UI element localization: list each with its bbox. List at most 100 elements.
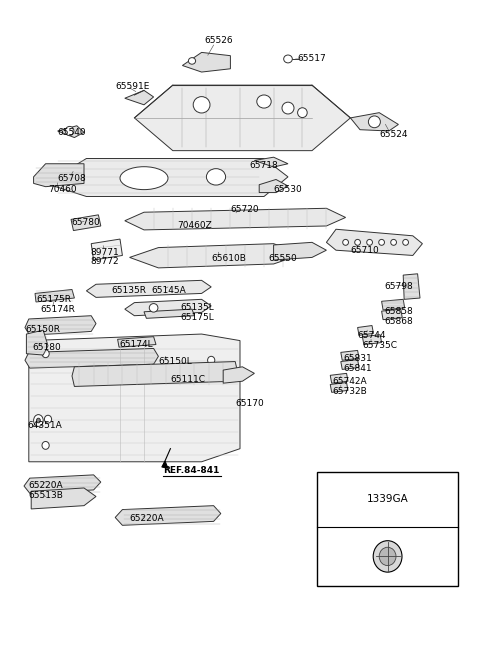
Text: REF.84-841: REF.84-841 (163, 466, 219, 475)
Polygon shape (362, 335, 382, 345)
Polygon shape (25, 348, 158, 368)
Ellipse shape (257, 95, 271, 108)
Polygon shape (330, 373, 348, 383)
Text: 65841: 65841 (343, 364, 372, 373)
Text: 65732B: 65732B (332, 386, 367, 396)
Text: 65517: 65517 (298, 54, 326, 64)
Text: 65868: 65868 (384, 317, 413, 326)
Text: 65735C: 65735C (362, 341, 397, 350)
Text: 65170: 65170 (235, 399, 264, 408)
Polygon shape (330, 383, 348, 392)
Polygon shape (29, 334, 240, 462)
Ellipse shape (284, 55, 292, 63)
Text: 65135R: 65135R (112, 286, 147, 295)
Polygon shape (31, 488, 96, 509)
Polygon shape (71, 215, 101, 231)
Text: 65175R: 65175R (36, 295, 71, 305)
Ellipse shape (42, 350, 49, 358)
Text: 65710: 65710 (350, 246, 379, 255)
Text: 65150R: 65150R (25, 325, 60, 334)
Polygon shape (382, 299, 405, 310)
Polygon shape (125, 90, 154, 105)
Bar (317, 472, 458, 586)
Ellipse shape (149, 303, 158, 312)
Text: 65798: 65798 (384, 282, 413, 291)
Polygon shape (118, 337, 156, 347)
Polygon shape (46, 159, 288, 196)
Text: 65708: 65708 (58, 174, 86, 183)
Polygon shape (382, 309, 402, 320)
Ellipse shape (298, 108, 307, 118)
Text: 65540: 65540 (58, 128, 86, 138)
Ellipse shape (42, 441, 49, 449)
Polygon shape (223, 367, 254, 383)
Polygon shape (162, 461, 168, 468)
Polygon shape (403, 274, 420, 299)
Polygon shape (341, 360, 359, 369)
Text: 65858: 65858 (384, 307, 413, 316)
Polygon shape (182, 52, 230, 72)
Text: 64351A: 64351A (28, 421, 62, 430)
Polygon shape (26, 330, 48, 355)
Polygon shape (341, 350, 359, 360)
Polygon shape (254, 157, 288, 167)
Ellipse shape (36, 419, 40, 423)
Ellipse shape (34, 415, 43, 426)
Text: 65744: 65744 (358, 331, 386, 340)
Text: 65174L: 65174L (119, 340, 153, 349)
Polygon shape (25, 316, 96, 335)
Ellipse shape (120, 167, 168, 190)
Text: 65591E: 65591E (115, 82, 150, 91)
Text: 70460Z: 70460Z (178, 221, 212, 230)
Text: 65174R: 65174R (41, 305, 76, 314)
Text: 65742A: 65742A (332, 377, 367, 386)
Polygon shape (24, 475, 101, 493)
Text: 65831: 65831 (343, 354, 372, 364)
Text: 65150L: 65150L (158, 357, 192, 366)
Ellipse shape (207, 356, 215, 364)
Text: 65175L: 65175L (180, 313, 214, 322)
Ellipse shape (391, 240, 396, 246)
Polygon shape (259, 179, 288, 193)
Text: 65524: 65524 (379, 130, 408, 139)
Polygon shape (72, 362, 238, 386)
Text: 65530: 65530 (274, 185, 302, 195)
Text: 65220A: 65220A (29, 481, 63, 490)
Polygon shape (274, 242, 326, 260)
Ellipse shape (188, 58, 196, 64)
Text: 65513B: 65513B (29, 491, 64, 500)
Text: 65720: 65720 (230, 205, 259, 214)
Polygon shape (91, 239, 122, 260)
Ellipse shape (282, 102, 294, 114)
Ellipse shape (367, 240, 372, 246)
Polygon shape (58, 126, 84, 138)
Text: 89771: 89771 (90, 248, 119, 257)
Polygon shape (350, 113, 398, 131)
Text: 65180: 65180 (32, 343, 61, 352)
Ellipse shape (65, 126, 74, 136)
Ellipse shape (373, 541, 402, 572)
Text: 65526: 65526 (204, 36, 233, 45)
Ellipse shape (379, 240, 384, 246)
Ellipse shape (403, 240, 408, 246)
Text: 65610B: 65610B (211, 253, 246, 263)
Text: 65550: 65550 (269, 253, 298, 263)
Text: 65111C: 65111C (170, 375, 205, 384)
Text: 65780: 65780 (71, 218, 100, 227)
Ellipse shape (379, 548, 396, 565)
Ellipse shape (343, 240, 348, 246)
Text: 65220A: 65220A (130, 514, 164, 523)
Ellipse shape (206, 169, 226, 185)
Text: 65145A: 65145A (151, 286, 186, 295)
Text: 89772: 89772 (90, 257, 119, 267)
Ellipse shape (193, 97, 210, 113)
Text: 65135L: 65135L (180, 303, 214, 312)
Polygon shape (358, 326, 373, 335)
Polygon shape (34, 164, 84, 187)
Polygon shape (144, 309, 194, 318)
Polygon shape (134, 85, 350, 151)
Text: 1339GA: 1339GA (367, 494, 408, 504)
Polygon shape (125, 299, 211, 316)
Polygon shape (115, 506, 221, 525)
Polygon shape (86, 280, 211, 297)
